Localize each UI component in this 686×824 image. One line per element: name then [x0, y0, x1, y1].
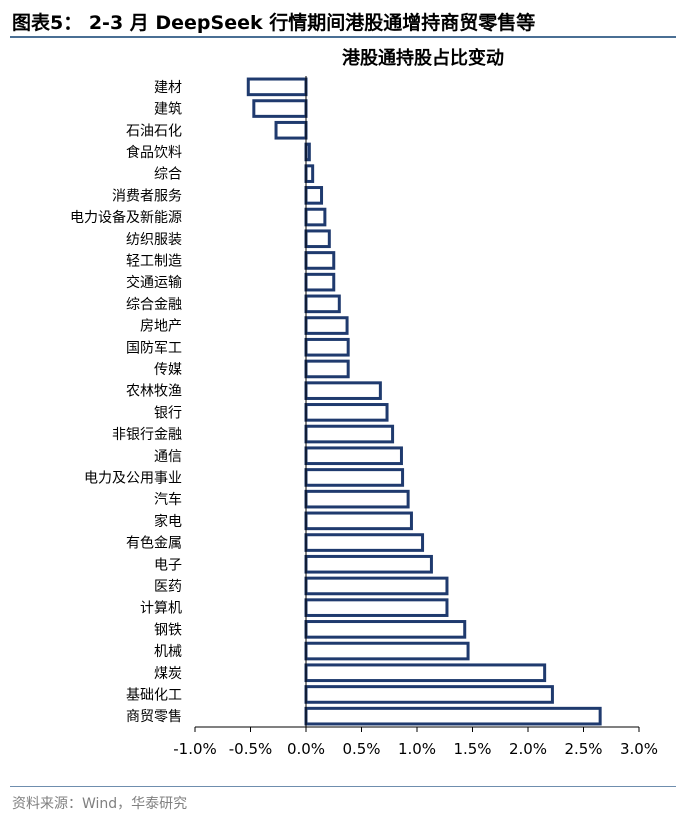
x-tick-label: 1.0% — [398, 740, 436, 758]
category-label: 电力设备及新能源 — [70, 209, 182, 226]
bar — [252, 99, 308, 118]
bar — [304, 468, 405, 487]
figure-title: 图表5： 2-3 月 DeepSeek 行情期间港股通增持商贸零售等 — [12, 12, 536, 34]
bar — [274, 120, 308, 140]
category-label: 医药 — [154, 579, 182, 595]
category-label: 银行 — [154, 405, 182, 421]
category-label: 汽车 — [154, 491, 182, 508]
figure-header: 图表5： 2-3 月 DeepSeek 行情期间港股通增持商贸零售等 — [10, 6, 676, 38]
bars-layer — [246, 77, 602, 726]
bar — [304, 316, 349, 335]
category-label: 家电 — [154, 513, 182, 530]
bar — [304, 272, 336, 292]
x-tick-label: 1.5% — [453, 740, 491, 758]
category-label: 建材 — [154, 80, 182, 96]
bar — [246, 77, 308, 97]
bar — [304, 229, 331, 249]
category-label: 有色金属 — [126, 535, 182, 552]
bar — [304, 663, 547, 683]
bar — [304, 207, 327, 227]
bar — [304, 403, 389, 422]
bar — [304, 251, 336, 270]
category-label: 食品饮料 — [126, 144, 182, 161]
category-label: 农林牧渔 — [126, 384, 182, 400]
bar — [304, 511, 413, 531]
category-label: 煤炭 — [154, 666, 182, 682]
source-divider — [10, 786, 676, 787]
bar — [304, 446, 403, 466]
category-label: 房地产 — [140, 319, 182, 335]
bar — [304, 533, 425, 552]
bar — [304, 598, 449, 617]
x-tick-label: 0.0% — [287, 740, 325, 758]
bar — [304, 424, 395, 444]
bar — [304, 620, 467, 639]
category-labels: 建材建筑石油石化食品饮料综合消费者服务电力设备及新能源纺织服装轻工制造交通运输综… — [70, 80, 182, 725]
bar — [304, 359, 350, 379]
category-label: 综合金融 — [126, 297, 182, 313]
x-tick-label: 2.0% — [509, 740, 547, 758]
bar — [304, 294, 341, 314]
category-label: 基础化工 — [126, 686, 182, 703]
category-label: 机械 — [154, 644, 182, 660]
category-label: 交通运输 — [126, 274, 182, 291]
bar — [304, 641, 470, 661]
category-label: 综合 — [154, 167, 182, 183]
x-tick-labels: -1.0% -0.5% 0.0% 0.5% 1.0% 1.5% 2.0% 2.5% 3.0% — [173, 727, 658, 758]
bar — [304, 489, 410, 509]
category-label: 非银行金融 — [112, 427, 182, 443]
bar — [304, 337, 350, 357]
x-tick-label: 0.5% — [342, 740, 380, 758]
category-label: 国防军工 — [126, 340, 182, 356]
x-tick-label: -1.0% — [173, 740, 217, 758]
category-label: 电子 — [154, 557, 182, 573]
category-label: 纺织服装 — [126, 232, 182, 248]
x-tick-label: -0.5% — [229, 740, 273, 758]
category-label: 商贸零售 — [126, 709, 182, 725]
category-label: 轻工制造 — [126, 253, 182, 269]
category-label: 电力及公用事业 — [84, 470, 182, 486]
category-label: 传媒 — [154, 362, 182, 378]
category-label: 计算机 — [140, 601, 182, 617]
chart-title: 港股通持股占比变动 — [342, 47, 504, 69]
category-label: 钢铁 — [154, 622, 182, 638]
category-label: 石油石化 — [126, 123, 182, 139]
category-label: 通信 — [154, 449, 182, 465]
bar — [304, 576, 449, 596]
source-note: 资料来源：Wind，华泰研究 — [12, 796, 188, 812]
bar — [304, 685, 554, 704]
bar — [304, 381, 382, 400]
category-label: 建筑 — [154, 102, 182, 118]
bar — [304, 706, 602, 726]
bar — [304, 554, 433, 574]
x-tick-label: 3.0% — [620, 740, 658, 758]
bar — [304, 186, 324, 205]
bar — [304, 164, 315, 183]
x-tick-label: 2.5% — [564, 740, 602, 758]
category-label: 消费者服务 — [112, 188, 182, 204]
